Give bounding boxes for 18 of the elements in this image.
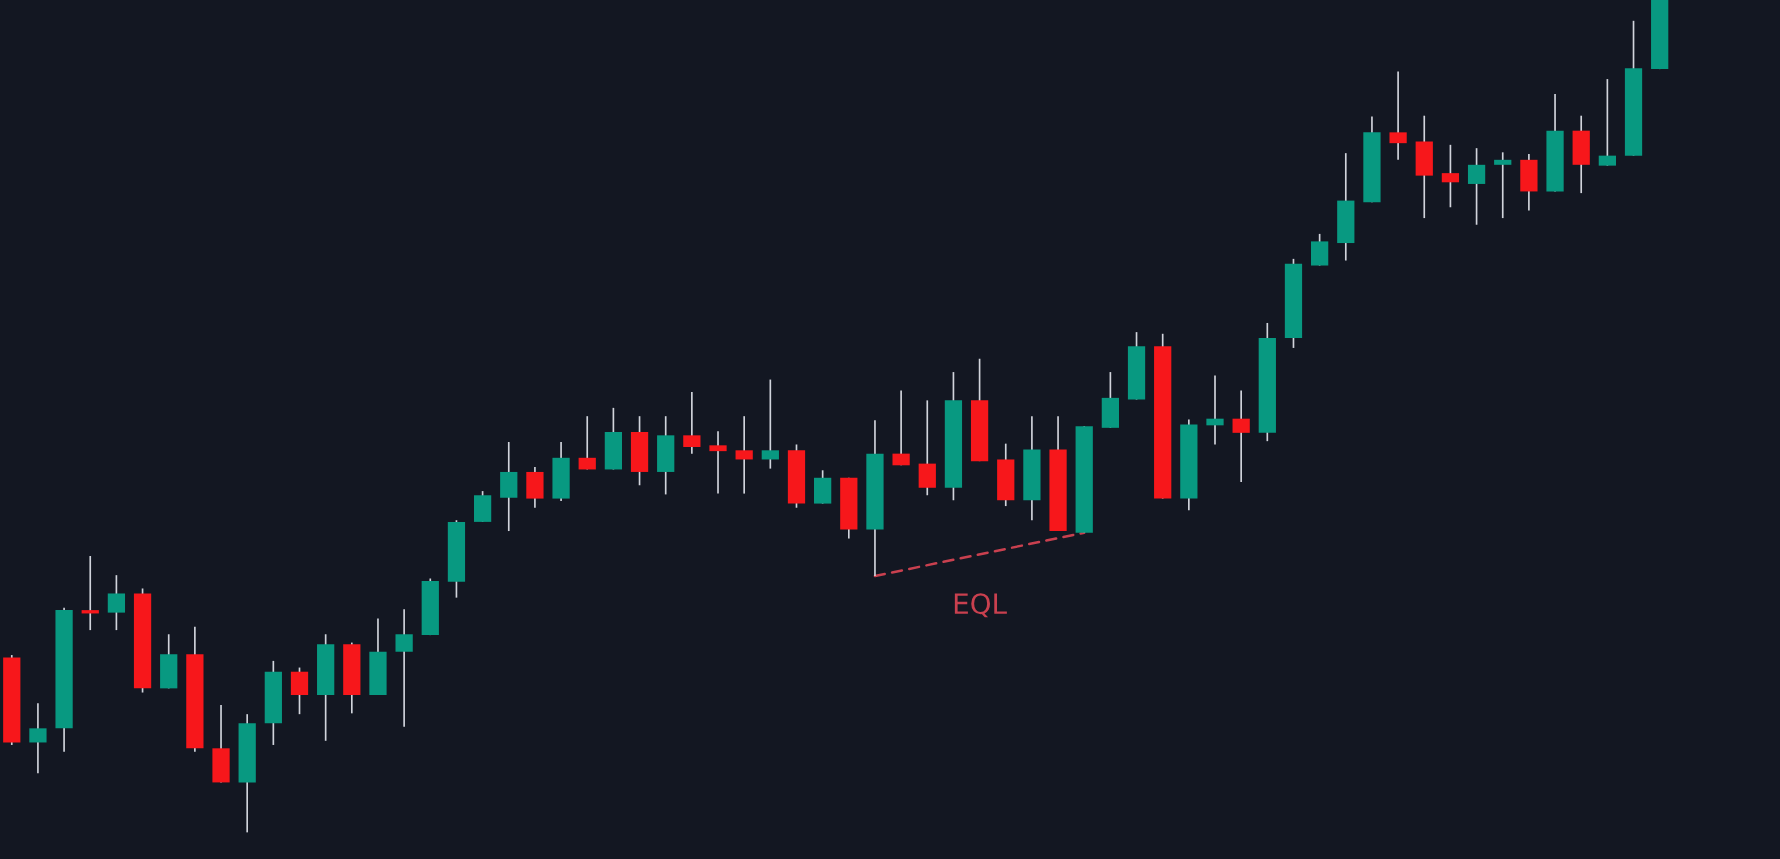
candlestick: [107, 574, 126, 631]
candlestick: [578, 415, 596, 471]
candlestick: [1206, 374, 1224, 446]
candlestick: [1598, 78, 1616, 167]
candlestick: [395, 608, 413, 728]
candlestick: [1232, 389, 1250, 483]
annotation: EQL: [954, 593, 1007, 618]
candlestick: [683, 391, 701, 455]
candlestick: [709, 430, 727, 495]
candlestick: [892, 389, 910, 467]
candlestick: [1441, 143, 1460, 209]
candlestick: [1389, 70, 1407, 161]
candlestick: [761, 378, 779, 470]
candlestick: [1467, 147, 1486, 226]
candlestick: [1494, 151, 1512, 219]
candlestick: [29, 702, 47, 775]
candlestick: [735, 415, 753, 495]
candlestick: [290, 666, 309, 716]
